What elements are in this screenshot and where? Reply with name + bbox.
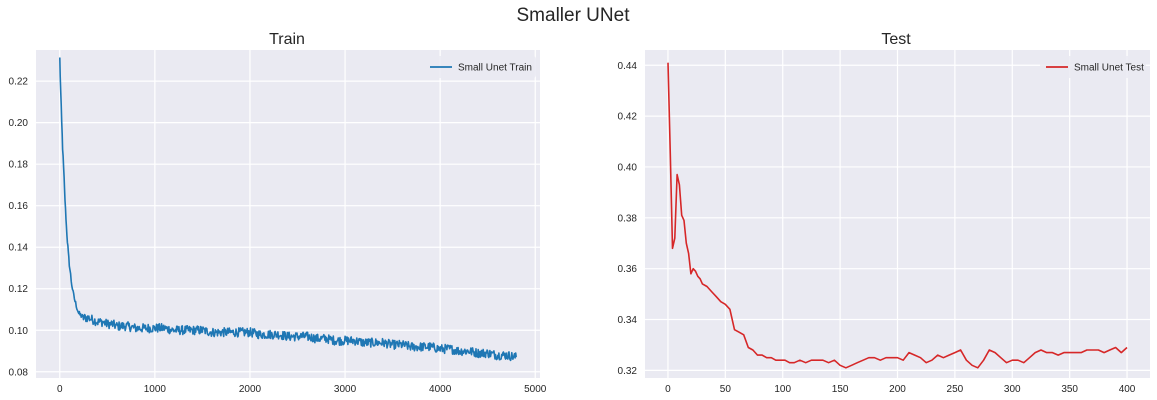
train-legend-label: Small Unet Train [458, 63, 532, 74]
test-ytick-label: 0.38 [618, 213, 638, 224]
train-xtick-label: 5000 [524, 384, 547, 395]
train-ytick-label: 0.22 [9, 77, 29, 88]
train-xtick-label: 4000 [429, 384, 452, 395]
train-xtick-label: 2000 [239, 384, 262, 395]
figure-title: Smaller UNet [517, 5, 631, 26]
train-ytick-label: 0.08 [9, 367, 29, 378]
test-ytick-label: 0.36 [618, 264, 638, 275]
test-ytick-label: 0.32 [618, 366, 638, 377]
train-legend [424, 56, 536, 78]
test-title: Test [881, 31, 911, 48]
test-xtick-label: 150 [832, 384, 849, 395]
test-ytick-label: 0.44 [618, 61, 638, 72]
test-xtick-label: 50 [720, 384, 732, 395]
train-ytick-label: 0.14 [9, 243, 29, 254]
test-xtick-label: 0 [665, 384, 671, 395]
test-xtick-label: 300 [1004, 384, 1021, 395]
test-ytick-label: 0.42 [618, 112, 638, 123]
train-panel: Train 0 1000 2000 3000 4000 5000 0.08 0.10 0.12 0… [9, 31, 547, 395]
test-legend [1040, 56, 1146, 78]
test-ytick-label: 0.40 [618, 162, 638, 173]
test-series-line [667, 62, 1128, 369]
test-xtick-label: 100 [774, 384, 791, 395]
test-legend-label: Small Unet Test [1074, 63, 1144, 74]
train-ytick-label: 0.20 [9, 118, 29, 129]
test-xtick-label: 200 [889, 384, 906, 395]
train-ytick-label: 0.12 [9, 284, 29, 295]
train-title: Train [269, 31, 305, 48]
test-panel: Test 0 50 100 150 200 250 300 350 400 0.32 0.34 0.3… [618, 31, 1150, 395]
test-xtick-label: 350 [1061, 384, 1078, 395]
test-xtick-label: 400 [1119, 384, 1136, 395]
train-ytick-label: 0.16 [9, 201, 29, 212]
train-series-line [59, 57, 517, 362]
train-ytick-label: 0.10 [9, 326, 29, 337]
train-xtick-label: 3000 [334, 384, 357, 395]
test-xtick-label: 250 [947, 384, 964, 395]
train-xtick-label: 0 [57, 384, 63, 395]
train-plot-area [36, 50, 540, 378]
test-ytick-label: 0.34 [618, 315, 638, 326]
train-ytick-label: 0.18 [9, 160, 29, 171]
train-xtick-label: 1000 [144, 384, 167, 395]
